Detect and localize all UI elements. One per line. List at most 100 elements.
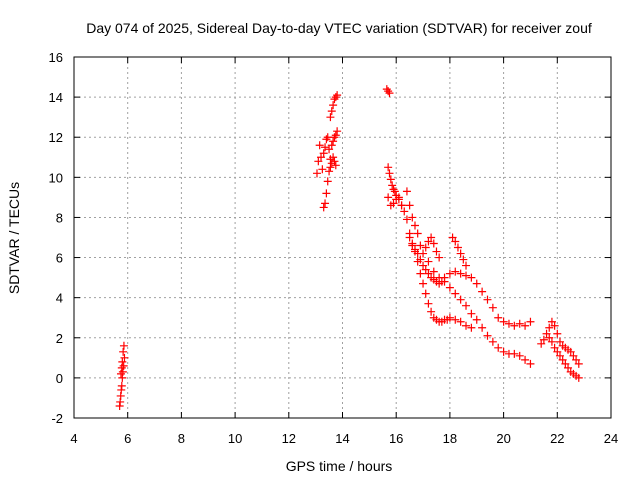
data-point xyxy=(456,295,465,304)
data-point xyxy=(312,169,321,178)
x-tick-label: 12 xyxy=(282,431,296,446)
series-segment-2 xyxy=(312,91,342,212)
data-point xyxy=(539,335,548,344)
data-point xyxy=(318,165,327,174)
series-segment-6 xyxy=(405,233,535,330)
data-point xyxy=(488,337,497,346)
data-point xyxy=(448,233,457,242)
data-point xyxy=(118,357,127,366)
data-point xyxy=(390,187,399,196)
data-point xyxy=(385,89,394,98)
data-point xyxy=(397,201,406,210)
data-point xyxy=(326,113,335,122)
data-point xyxy=(437,277,446,286)
data-point xyxy=(315,141,324,150)
data-point xyxy=(327,107,336,116)
data-point xyxy=(413,249,422,258)
data-point xyxy=(419,261,428,270)
data-point xyxy=(384,87,393,96)
data-point xyxy=(322,189,331,198)
data-point xyxy=(382,85,391,94)
data-point xyxy=(429,267,438,276)
data-point xyxy=(515,351,524,360)
data-point xyxy=(384,163,393,172)
y-tick-label: 14 xyxy=(49,90,63,105)
data-point xyxy=(467,309,476,318)
x-axis-label: GPS time / hours xyxy=(286,458,393,474)
data-point xyxy=(410,221,419,230)
data-point xyxy=(494,313,503,322)
data-point xyxy=(388,181,397,190)
data-point xyxy=(456,249,465,258)
x-tick-label: 8 xyxy=(178,431,185,446)
data-point xyxy=(435,253,444,262)
x-tick-label: 10 xyxy=(228,431,242,446)
data-point xyxy=(119,347,128,356)
data-point xyxy=(120,353,129,362)
data-point xyxy=(574,359,583,368)
data-point xyxy=(432,247,441,256)
data-point xyxy=(385,169,394,178)
data-point xyxy=(542,329,551,338)
data-point xyxy=(526,359,535,368)
data-point xyxy=(394,193,403,202)
data-point xyxy=(384,193,393,202)
data-point xyxy=(322,135,331,144)
data-point xyxy=(510,349,519,358)
x-tick-label: 14 xyxy=(335,431,349,446)
data-point xyxy=(515,319,524,328)
data-point xyxy=(545,333,554,342)
data-point xyxy=(440,273,449,282)
data-point xyxy=(421,289,430,298)
marker-layer xyxy=(115,85,583,410)
data-point xyxy=(416,269,425,278)
data-point xyxy=(547,337,556,346)
data-point xyxy=(459,255,468,264)
plot-frame xyxy=(73,56,612,419)
data-point xyxy=(421,243,430,252)
data-point xyxy=(389,185,398,194)
data-point xyxy=(445,313,454,322)
data-point xyxy=(323,177,332,186)
data-point xyxy=(331,161,340,170)
data-point xyxy=(419,279,428,288)
data-point xyxy=(330,157,339,166)
series-segment-5 xyxy=(384,187,535,368)
data-point xyxy=(410,245,419,254)
data-point xyxy=(451,289,460,298)
data-point xyxy=(555,337,564,346)
data-point xyxy=(325,167,334,176)
data-point xyxy=(319,203,328,212)
data-point xyxy=(117,381,126,390)
data-point xyxy=(553,347,562,356)
data-point xyxy=(488,303,497,312)
data-point xyxy=(416,241,425,250)
data-point xyxy=(499,317,508,326)
y-tick-label: 6 xyxy=(56,251,63,266)
data-point xyxy=(510,321,519,330)
data-point xyxy=(321,143,330,152)
data-point xyxy=(451,315,460,324)
data-point xyxy=(416,255,425,264)
data-point xyxy=(118,367,127,376)
data-point xyxy=(467,273,476,282)
data-point xyxy=(314,157,323,166)
x-tick-label: 4 xyxy=(70,431,77,446)
data-point xyxy=(564,363,573,372)
series-segment-7 xyxy=(421,233,471,270)
data-point xyxy=(116,369,125,378)
data-point xyxy=(483,295,492,304)
data-point xyxy=(119,341,128,350)
data-point xyxy=(333,91,342,100)
data-point xyxy=(553,329,562,338)
data-point xyxy=(427,233,436,242)
data-point xyxy=(402,187,411,196)
data-point xyxy=(331,131,340,140)
data-point xyxy=(424,237,433,246)
data-point xyxy=(569,351,578,360)
data-point xyxy=(550,321,559,330)
data-point xyxy=(319,149,328,158)
x-tick-label: 18 xyxy=(443,431,457,446)
